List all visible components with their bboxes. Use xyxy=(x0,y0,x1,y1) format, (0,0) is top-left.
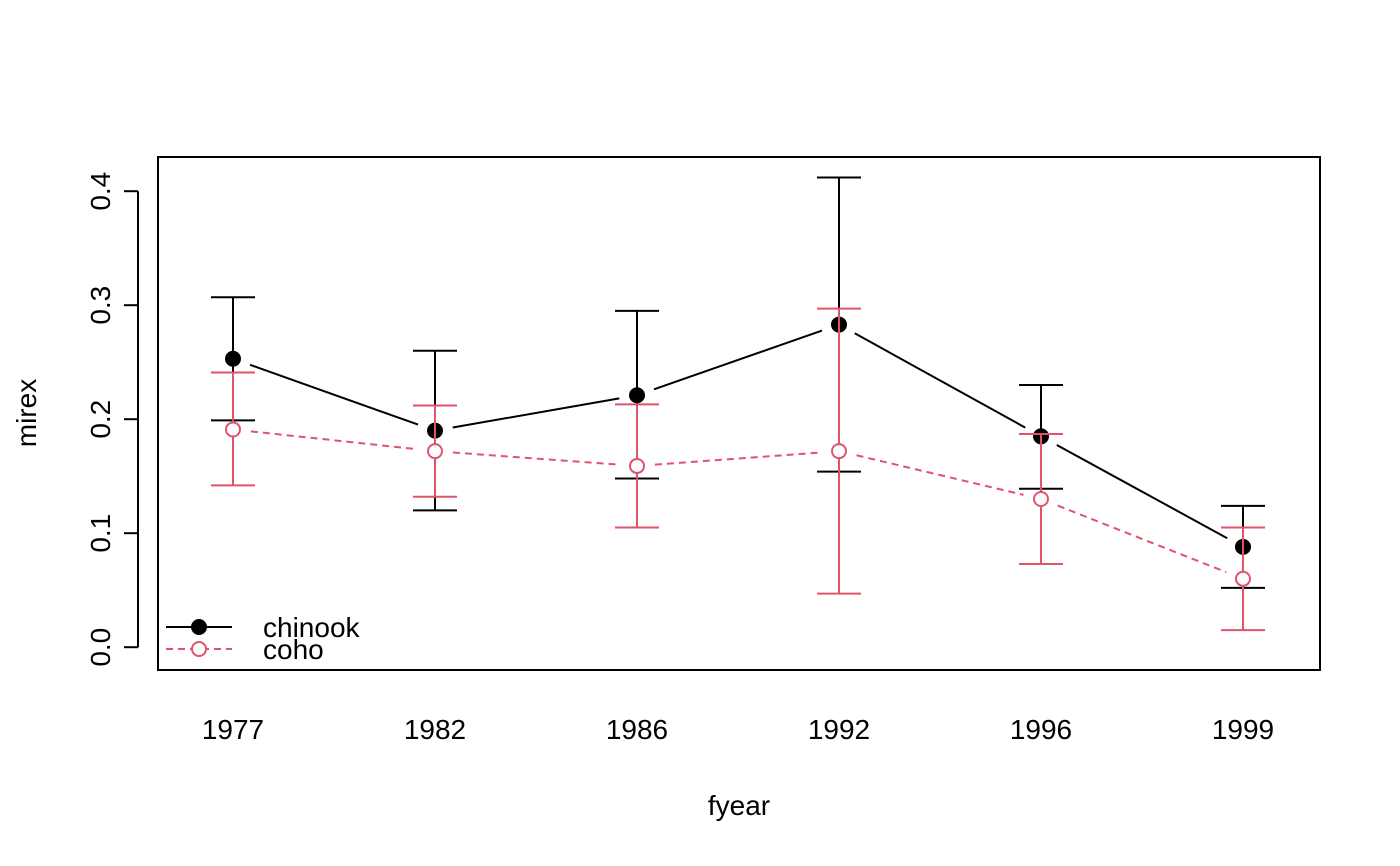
x-tick-label: 1999 xyxy=(1212,714,1274,745)
series-line-segment xyxy=(1056,444,1228,540)
series-layer xyxy=(211,176,1265,632)
series-line-segment xyxy=(452,451,620,466)
data-point xyxy=(225,421,241,438)
data-point xyxy=(225,350,241,367)
series-line-segment xyxy=(1057,504,1227,574)
data-point xyxy=(1033,491,1049,507)
data-point xyxy=(831,443,847,460)
x-tick-label: 1996 xyxy=(1010,714,1072,745)
data-point xyxy=(427,443,443,460)
y-tick-label: 0.4 xyxy=(85,172,116,211)
plot-frame xyxy=(157,156,1321,671)
series-line-segment xyxy=(654,451,822,466)
x-axis: 1977 1982 1986 1992 1996 1999 xyxy=(202,714,1274,745)
series-line-segment xyxy=(452,397,620,429)
legend-marker xyxy=(191,641,207,657)
y-tick-label: 0.3 xyxy=(85,286,116,325)
legend-label: coho xyxy=(263,634,324,665)
series-line-segment xyxy=(250,430,418,451)
data-point xyxy=(629,387,645,404)
x-tick-label: 1982 xyxy=(404,714,466,745)
series-chinook xyxy=(211,176,1265,589)
series-coho xyxy=(211,307,1265,632)
series-line-segment xyxy=(249,363,419,426)
legend-label: chinook xyxy=(263,612,361,643)
series-line-segment xyxy=(653,329,823,391)
x-tick-label: 1977 xyxy=(202,714,264,745)
y-tick-label: 0.2 xyxy=(85,400,116,439)
series-line-segment xyxy=(854,332,1026,429)
x-tick-label: 1992 xyxy=(808,714,870,745)
x-axis-title: fyear xyxy=(708,790,770,821)
y-tick-label: 0.1 xyxy=(85,514,116,553)
series-line-segment xyxy=(856,454,1024,496)
data-point xyxy=(1235,570,1251,587)
y-tick-label: 0.0 xyxy=(85,628,116,667)
data-point xyxy=(629,457,645,474)
x-tick-label: 1986 xyxy=(606,714,668,745)
y-axis: 0.0 0.1 0.2 0.3 0.4 xyxy=(85,172,139,667)
legend-marker xyxy=(191,619,207,635)
y-axis-title: mirex xyxy=(11,379,42,447)
